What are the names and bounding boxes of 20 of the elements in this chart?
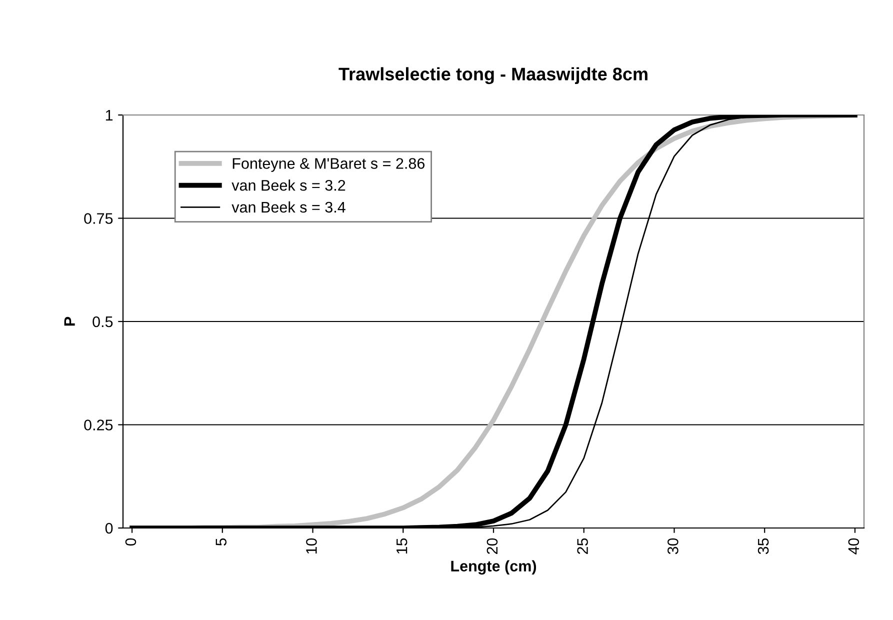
x-tick-label: 0 [125,538,136,546]
x-tick-label: 20 [486,538,498,554]
legend-label: van Beek s = 3.2 [232,180,346,191]
x-tick-label: 35 [758,538,769,554]
y-axis-title: P [64,316,75,326]
x-tick-label: 5 [216,538,227,546]
chart-title: Trawlselectie tong - Maaswijdte 8cm [338,67,648,84]
legend-label: Fonteyne & M'Baret s = 2.86 [232,158,425,172]
y-tick-label: 0.75 [84,213,113,224]
legend-label: van Beek s = 3.4 [232,201,346,213]
y-tick-label: 0.25 [84,420,113,430]
x-tick-label: 15 [396,538,408,554]
x-tick-label: 30 [668,538,678,554]
y-tick-label: 0.5 [92,316,113,328]
x-tick-label: 10 [306,538,317,554]
x-tick-label: 25 [577,538,588,554]
x-tick-label: 40 [848,538,860,554]
x-axis-title: Lengte (cm) [451,560,536,575]
y-tick-label: 0 [105,522,113,534]
y-tick-label: 1 [106,110,113,121]
